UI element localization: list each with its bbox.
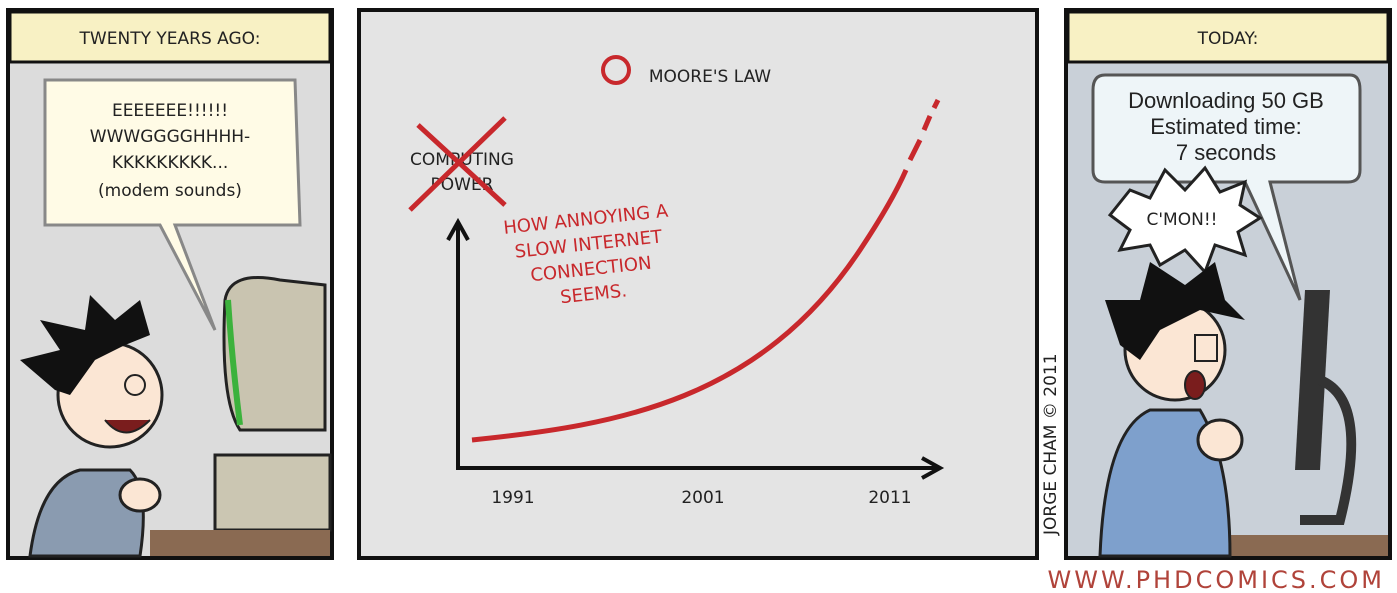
chart-title: MOORE'S LAW — [649, 67, 771, 87]
speech-line: KKKKKKKKK... — [112, 153, 229, 173]
screen-line: Downloading 50 GB — [1128, 88, 1324, 113]
x-label: 2011 — [868, 488, 911, 508]
speech-line: EEEEEEE!!!!!! — [112, 101, 228, 121]
screen-line: 7 seconds — [1176, 140, 1276, 165]
caption: TWENTY YEARS AGO: — [79, 29, 261, 49]
screen-line: Estimated time: — [1150, 114, 1302, 139]
comic-strip: TWENTY YEARS AGO: EEEEEEE!!!!!! WWWGGGGH… — [0, 0, 1397, 593]
panel-left: TWENTY YEARS AGO: EEEEEEE!!!!!! WWWGGGGH… — [8, 10, 332, 558]
panel-middle: MOORE'S LAW COMPUTING POWER HOW ANNOYING… — [359, 10, 1037, 558]
speech-line: (modem sounds) — [98, 181, 242, 201]
url: WWW.PHDCOMICS.COM — [1048, 566, 1385, 593]
x-label: 1991 — [491, 488, 534, 508]
caption: TODAY: — [1197, 29, 1259, 49]
x-label: 2001 — [681, 488, 724, 508]
exclamation: C'MON!! — [1147, 210, 1218, 230]
credit: JORGE CHAM © 2011 — [1041, 353, 1061, 536]
speech-line: WWWGGGGHHHH- — [90, 127, 250, 147]
panel-right: TODAY: Downloading 50 GB Estimated time:… — [1066, 10, 1390, 558]
